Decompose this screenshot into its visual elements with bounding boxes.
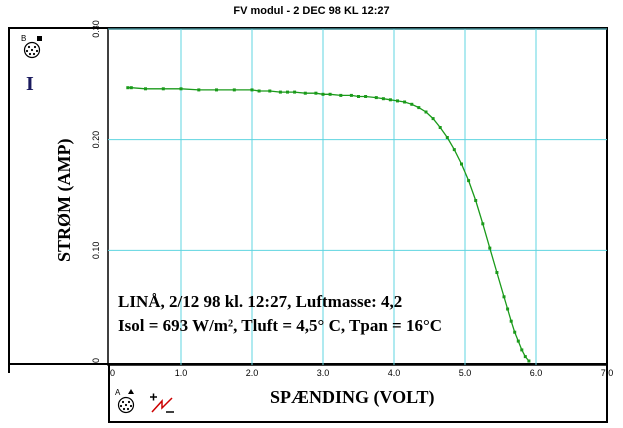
data-point — [506, 307, 510, 311]
data-point — [126, 86, 130, 90]
connector-a-label: A — [115, 388, 121, 397]
data-point — [179, 87, 183, 91]
series-line — [127, 87, 530, 362]
data-point — [481, 222, 485, 226]
y-tick-label: 0.10 — [91, 242, 101, 260]
annotation-line-1: LINÅ, 2/12 98 kl. 12:27, Luftmasse: 4,2 — [118, 292, 402, 311]
data-point — [460, 162, 463, 166]
data-point — [438, 126, 442, 129]
data-point — [374, 96, 378, 100]
polarity-toggle-icon[interactable] — [150, 393, 174, 413]
data-point — [417, 106, 421, 110]
frame-divider — [8, 365, 10, 373]
data-point — [396, 99, 399, 103]
data-point — [467, 179, 471, 183]
y-tick-labels: 0 0.10 0.20 0.30 — [91, 20, 101, 363]
y-axis-label: STRØM (AMP) — [54, 139, 75, 262]
data-point — [257, 89, 261, 93]
data-point — [495, 271, 499, 274]
data-point — [303, 91, 307, 95]
series-layer — [126, 86, 531, 363]
data-point — [381, 97, 385, 101]
data-point — [357, 95, 360, 98]
x-tick-labels: 0 1.0 2.0 3.0 4.0 5.0 6.0 7.0 — [110, 368, 613, 378]
data-point — [513, 330, 517, 334]
plot-area — [107, 28, 608, 366]
data-point — [527, 359, 531, 363]
x-tick-label: 0 — [110, 368, 115, 378]
connector-a-icon[interactable]: A — [115, 388, 135, 414]
data-point — [502, 295, 506, 299]
x-axis-label: SPÆNDING (VOLT) — [270, 387, 435, 408]
x-tick-label: 3.0 — [317, 368, 330, 378]
y-tick-label: 0 — [91, 358, 101, 363]
data-point — [278, 90, 282, 94]
data-point — [516, 339, 520, 343]
data-point — [321, 92, 325, 96]
x-tick-label: 6.0 — [530, 368, 543, 378]
x-tick-label: 7.0 — [601, 368, 614, 378]
annotation-line-2: Isol = 693 W/m², Tluft = 4,5° C, Tpan = … — [118, 316, 442, 335]
data-point — [250, 88, 254, 92]
data-point — [364, 95, 368, 98]
y-tick-label: 0.30 — [91, 20, 101, 38]
connector-b-icon[interactable]: B — [21, 34, 42, 59]
data-point — [197, 88, 201, 92]
data-point — [474, 199, 478, 202]
data-point — [328, 92, 332, 96]
data-point — [388, 98, 392, 102]
x-axis-frame — [108, 365, 608, 423]
data-point — [232, 88, 236, 92]
connector-b-label: B — [21, 34, 26, 43]
y-variable-label: I — [26, 73, 34, 95]
data-point — [509, 319, 513, 323]
grid — [108, 28, 607, 365]
data-point — [144, 87, 147, 91]
x-tick-label: 5.0 — [459, 368, 472, 378]
data-point — [424, 110, 428, 114]
data-point — [452, 148, 456, 152]
data-point — [268, 89, 272, 93]
data-point — [286, 90, 289, 94]
x-tick-label: 4.0 — [388, 368, 401, 378]
data-point — [445, 136, 449, 139]
y-tick-label: 0.20 — [91, 131, 101, 149]
data-point — [215, 88, 218, 92]
data-point — [410, 102, 414, 106]
x-tick-label: 2.0 — [246, 368, 259, 378]
data-point — [520, 348, 524, 352]
data-point — [339, 93, 343, 97]
x-tick-label: 1.0 — [175, 368, 188, 378]
data-point — [293, 90, 297, 94]
data-point — [431, 117, 435, 121]
window-title: FV modul - 2 DEC 98 KL 12:27 — [233, 5, 390, 17]
data-point — [488, 246, 492, 250]
data-point — [314, 91, 318, 95]
data-point — [129, 86, 133, 90]
data-point — [403, 100, 407, 104]
data-point — [349, 93, 353, 97]
data-point — [161, 87, 165, 91]
data-point — [523, 355, 527, 359]
